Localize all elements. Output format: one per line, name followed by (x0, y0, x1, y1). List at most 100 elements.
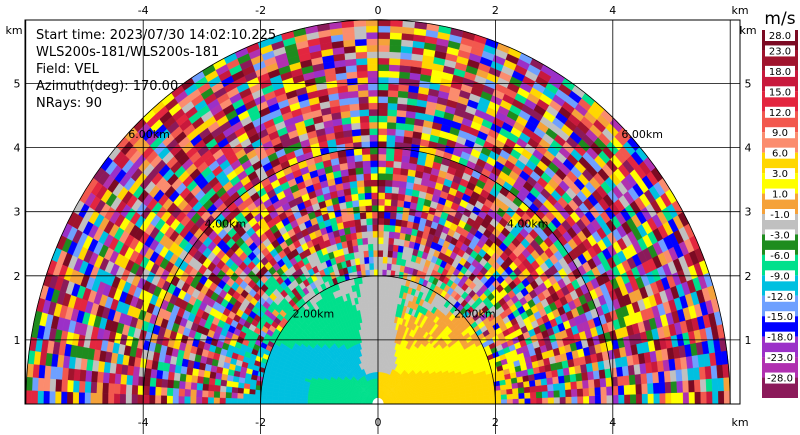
velocity-cell (377, 256, 383, 264)
velocity-cell (398, 238, 405, 247)
velocity-cell (367, 243, 374, 251)
velocity-cell (362, 160, 371, 168)
velocity-cell (529, 391, 537, 399)
velocity-cell (489, 399, 496, 405)
velocity-cell (652, 371, 660, 384)
velocity-cell (394, 135, 405, 143)
velocity-cell (356, 179, 365, 188)
velocity-cell (569, 373, 577, 383)
velocity-cell (647, 382, 654, 394)
velocity-cell (363, 185, 372, 194)
velocity-cell (401, 213, 409, 222)
velocity-cell (366, 38, 379, 46)
velocity-cell (576, 380, 584, 390)
velocity-cell (381, 282, 387, 290)
velocity-cell (682, 391, 690, 405)
velocity-cell (366, 44, 379, 52)
velocity-cell (386, 128, 396, 136)
velocity-cell (634, 373, 642, 385)
velocity-cell (377, 128, 388, 136)
velocity-cell (389, 45, 402, 53)
velocity-cell (387, 243, 394, 252)
velocity-cell (676, 380, 684, 393)
velocity-cell (358, 102, 369, 111)
velocity-cell (355, 51, 368, 59)
velocity-cell (372, 249, 379, 257)
velocity-cell (370, 192, 379, 200)
velocity-cell (361, 231, 368, 239)
velocity-cell (552, 382, 560, 391)
velocity-cell (624, 394, 631, 405)
velocity-cell (605, 376, 613, 387)
velocity-cell (393, 154, 403, 163)
velocity-cell (377, 198, 385, 206)
velocity-cell (564, 381, 572, 390)
velocity-cell (358, 96, 369, 104)
velocity-cell (653, 393, 661, 405)
velocity-cell (512, 393, 520, 400)
velocity-cell (393, 231, 401, 240)
velocity-cell (658, 381, 666, 394)
velocity-cell (517, 386, 525, 394)
velocity-cell (374, 307, 379, 315)
velocity-cell (346, 77, 358, 86)
velocity-cell (391, 257, 398, 265)
velocity-cell (506, 388, 513, 395)
velocity-cell (380, 326, 384, 334)
velocity-cell (392, 160, 402, 169)
velocity-cell (385, 282, 390, 290)
velocity-cell (358, 109, 370, 117)
velocity-cell (471, 396, 478, 401)
velocity-cell (641, 393, 649, 405)
velocity-cell (387, 102, 398, 111)
velocity-cell (397, 90, 409, 99)
velocity-cell (384, 295, 389, 303)
velocity-cell (377, 160, 387, 168)
velocity-cell (524, 397, 531, 405)
velocity-cell (377, 25, 391, 33)
velocity-cell (369, 160, 379, 168)
velocity-cell (355, 167, 364, 175)
velocity-cell (377, 269, 383, 277)
velocity-cell (372, 230, 379, 238)
velocity-cell (377, 57, 390, 65)
velocity-cell (387, 83, 399, 91)
velocity-cell (361, 153, 371, 162)
velocity-cell (353, 154, 363, 163)
velocity-cell (365, 211, 373, 219)
velocity-cell (465, 400, 473, 405)
velocity-cell (390, 192, 399, 201)
velocity-cell (688, 379, 696, 393)
velocity-cell (523, 386, 531, 394)
velocity-cell (622, 374, 631, 386)
velocity-cell (397, 187, 407, 195)
velocity-cell (383, 211, 391, 219)
velocity-cell (723, 390, 731, 405)
velocity-cell (659, 392, 666, 405)
velocity-cell (386, 115, 397, 123)
velocity-cell (368, 262, 374, 270)
velocity-cell (588, 387, 596, 397)
velocity-cell (599, 377, 607, 388)
velocity-cell (387, 96, 398, 104)
velocity-cells (25, 20, 731, 405)
velocity-cell (384, 198, 392, 207)
velocity-cell (594, 386, 602, 396)
velocity-cell (350, 116, 361, 124)
velocity-cell (377, 243, 384, 251)
velocity-cell (377, 83, 389, 91)
velocity-cell (377, 147, 387, 155)
velocity-cell (387, 237, 395, 245)
velocity-cell (392, 244, 399, 252)
velocity-cell (373, 281, 379, 289)
velocity-cell (401, 155, 411, 164)
velocity-cell (385, 275, 391, 284)
velocity-cell (359, 121, 370, 130)
velocity-cell (395, 212, 403, 221)
velocity-cell (381, 294, 386, 302)
velocity-cell (384, 179, 393, 187)
velocity-cell (400, 161, 410, 170)
velocity-cell (512, 398, 520, 405)
velocity-cell (359, 115, 370, 123)
velocity-cell (383, 217, 391, 226)
